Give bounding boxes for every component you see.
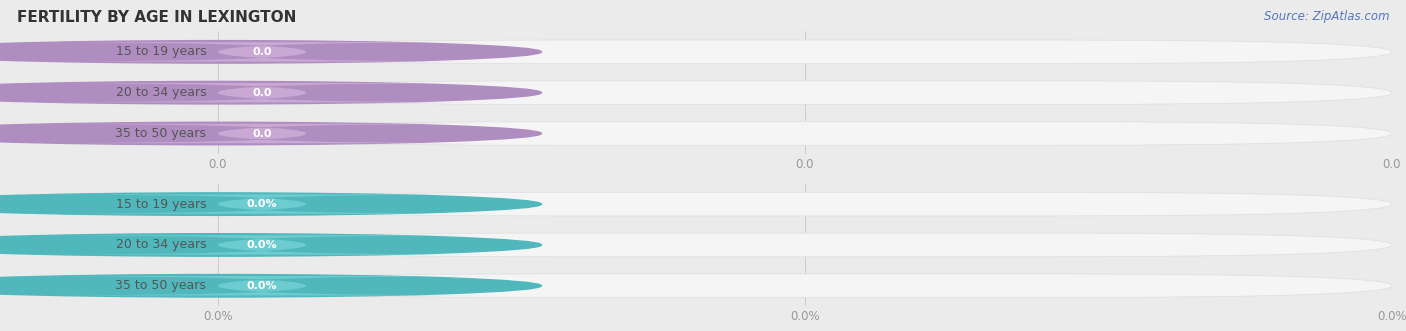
FancyBboxPatch shape <box>27 124 498 143</box>
Text: 20 to 34 years: 20 to 34 years <box>115 86 207 99</box>
Circle shape <box>0 41 541 63</box>
FancyBboxPatch shape <box>27 194 498 214</box>
Circle shape <box>0 193 541 215</box>
Circle shape <box>0 81 541 104</box>
FancyBboxPatch shape <box>27 42 498 62</box>
Text: 0.0: 0.0 <box>252 47 271 57</box>
Text: 20 to 34 years: 20 to 34 years <box>115 238 207 252</box>
Text: 15 to 19 years: 15 to 19 years <box>115 45 207 58</box>
FancyBboxPatch shape <box>218 122 1392 145</box>
Text: 0.0%: 0.0% <box>246 281 277 291</box>
Text: Source: ZipAtlas.com: Source: ZipAtlas.com <box>1264 10 1389 23</box>
Text: 0.0%: 0.0% <box>246 199 277 209</box>
FancyBboxPatch shape <box>27 235 498 255</box>
FancyBboxPatch shape <box>218 192 1392 216</box>
Circle shape <box>0 274 541 297</box>
Text: 0.0: 0.0 <box>252 128 271 138</box>
Circle shape <box>0 234 541 256</box>
FancyBboxPatch shape <box>218 40 1392 64</box>
Text: 0.0%: 0.0% <box>246 240 277 250</box>
Text: 15 to 19 years: 15 to 19 years <box>115 198 207 211</box>
FancyBboxPatch shape <box>27 83 498 102</box>
FancyBboxPatch shape <box>218 81 1392 105</box>
Text: FERTILITY BY AGE IN LEXINGTON: FERTILITY BY AGE IN LEXINGTON <box>17 10 297 25</box>
Circle shape <box>0 122 541 145</box>
FancyBboxPatch shape <box>218 274 1392 298</box>
FancyBboxPatch shape <box>27 276 498 296</box>
Text: 0.0: 0.0 <box>252 88 271 98</box>
FancyBboxPatch shape <box>218 233 1392 257</box>
Text: 35 to 50 years: 35 to 50 years <box>115 127 207 140</box>
Text: 35 to 50 years: 35 to 50 years <box>115 279 207 292</box>
